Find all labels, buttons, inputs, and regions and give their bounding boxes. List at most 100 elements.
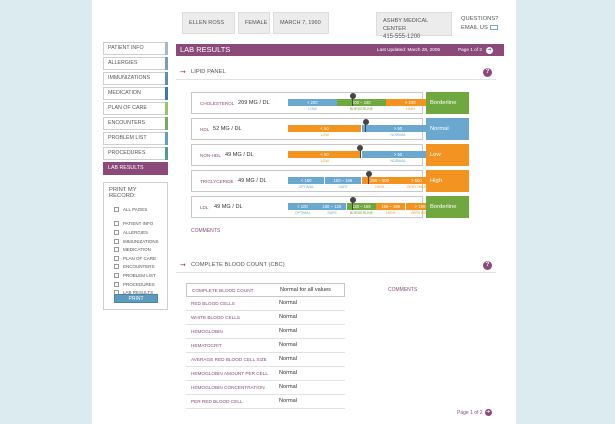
table-row: HEMOGLOBIN Normal xyxy=(186,325,345,339)
checkbox[interactable] xyxy=(114,206,119,212)
color-tab xyxy=(165,117,168,130)
cbc-test-value: Normal xyxy=(279,398,298,404)
cbc-test-value: Normal xyxy=(279,342,298,348)
lipid-panel-header[interactable]: ➞ LIPID PANEL ? xyxy=(176,66,496,80)
print-option-all-pages[interactable]: ALL PAGES xyxy=(104,205,167,214)
next-page-icon[interactable]: ➜ xyxy=(484,409,492,416)
cbc-test-value: Normal xyxy=(279,356,298,362)
print-button[interactable]: PRINT xyxy=(114,294,158,303)
range-label: VERY HIGH xyxy=(410,211,431,215)
sidebar-item-problem-list[interactable]: PROBLEM LIST xyxy=(103,132,168,145)
print-option-problem-list[interactable]: PROBLEM LIST xyxy=(104,271,167,280)
cbc-comments-link[interactable]: COMMENTS xyxy=(388,287,418,293)
range-segment: < 50 xyxy=(288,125,361,132)
cbc-table: COMPLETE BLOOD COUNT Normal for all value… xyxy=(186,283,345,409)
sidebar-item-immunizations[interactable]: IMMUNIZATIONS xyxy=(103,72,168,85)
lipid-test-name: HDL xyxy=(200,127,210,132)
print-option-label: LAB RESULTS xyxy=(123,290,154,296)
page-indicator: Page 1 of 2 xyxy=(458,47,482,52)
sidebar-item-encounters[interactable]: ENCOUNTERS xyxy=(103,117,168,130)
print-option-medication[interactable]: MEDICATION xyxy=(104,245,167,254)
color-tab xyxy=(165,132,168,145)
lipid-test-value: 49 MG / DL xyxy=(238,178,267,184)
sidebar-item-label: PLAN OF CARE xyxy=(108,105,147,111)
range-segment: 200 – 500 xyxy=(361,177,398,184)
facility-name: ASHBY MEDICAL CENTER xyxy=(383,18,429,32)
checkbox[interactable] xyxy=(114,221,119,227)
print-option-label: ALL PAGES xyxy=(123,206,148,212)
print-option-label: ALLERGIES xyxy=(123,229,149,235)
checkbox[interactable] xyxy=(114,281,119,287)
range-scale: < 100 OPTIMAL 100 – 129 SAFE 130 – 159 BORDER… xyxy=(288,197,435,215)
cbc-test-name: RED BLOOD CELLS xyxy=(191,301,235,306)
checkbox[interactable] xyxy=(114,264,119,270)
cbc-test-value: Normal xyxy=(279,314,298,320)
range-label: HIGH xyxy=(386,211,396,215)
help-icon[interactable]: ? xyxy=(483,68,492,77)
sidebar-item-plan-of-care[interactable]: PLAN OF CARE xyxy=(103,102,168,115)
range-segment: < 100 xyxy=(288,203,317,210)
questions-block: QUESTIONS? EMAIL US xyxy=(461,15,498,33)
checkbox[interactable] xyxy=(114,255,119,261)
facility-box: ASHBY MEDICAL CENTER 415-555-1200 xyxy=(376,12,452,40)
checkbox[interactable] xyxy=(114,229,119,235)
checkbox[interactable] xyxy=(114,247,119,253)
color-tab xyxy=(165,72,168,85)
range-segment: > 190 xyxy=(405,203,435,210)
arrow-right-icon: ➞ xyxy=(180,262,186,269)
sidebar-item-label: ENCOUNTERS xyxy=(108,120,146,126)
table-row: PER RED BLOOD CELL Normal xyxy=(186,395,345,409)
range-segment: < 150 xyxy=(288,177,325,184)
sidebar-item-label: LAB RESULTS xyxy=(108,165,144,171)
table-row: COMPLETE BLOOD COUNT Normal for all value… xyxy=(186,283,345,297)
facility-phone: 415-555-1200 xyxy=(383,34,421,40)
patient-name: ELLEN ROSS xyxy=(182,12,235,34)
lipid-test-name: TRIGLYCERIDE xyxy=(200,179,234,184)
help-icon[interactable]: ? xyxy=(483,261,492,270)
print-option-immunizations[interactable]: IMMUNIZATIONS xyxy=(104,237,167,246)
status-badge: High xyxy=(426,170,469,192)
cbc-header[interactable]: ➞ COMPLETE BLOOD COUNT (CBC) ? xyxy=(176,259,496,273)
print-option-patient-info[interactable]: PATIENT INFO xyxy=(104,220,167,229)
cbc-test-name: PER RED BLOOD CELL xyxy=(191,399,243,404)
range-label: OPTIMAL xyxy=(294,211,311,215)
sidebar-item-patient-info[interactable]: PATIENT INFO xyxy=(103,42,168,55)
sidebar-item-label: MEDICATION xyxy=(108,90,141,96)
range-label: SAFE xyxy=(338,185,348,189)
cbc-test-value: Normal for all values xyxy=(280,287,331,293)
lipid-comments-link[interactable]: COMMENTS xyxy=(191,228,221,234)
color-tab xyxy=(165,42,168,55)
value-marker-icon xyxy=(349,197,356,210)
sidebar-item-allergies[interactable]: ALLERGIES xyxy=(103,57,168,70)
range-segment: 130 – 159 xyxy=(346,203,376,210)
print-option-procedures[interactable]: PROCEDURES xyxy=(104,280,167,289)
range-label: LOW xyxy=(308,107,317,111)
email-link[interactable]: EMAIL US xyxy=(461,24,498,33)
print-option-plan-of-care[interactable]: PLAN OF CARE xyxy=(104,254,167,263)
print-option-label: ENCOUNTERS xyxy=(123,264,155,270)
next-page-icon[interactable]: ➜ xyxy=(486,46,493,54)
table-row: RED BLOOD CELLS Normal xyxy=(186,297,345,311)
sidebar-item-procedures[interactable]: PROCEDURES xyxy=(103,147,168,160)
print-option-label: IMMUNIZATIONS xyxy=(123,238,159,244)
lipid-test-value: 49 MG / DL xyxy=(225,152,254,158)
lipid-test-value: 49 MG / DL xyxy=(214,204,243,210)
sidebar-item-lab-results[interactable]: LAB RESULTS xyxy=(103,162,168,175)
sidebar-item-label: ALLERGIES xyxy=(108,60,138,66)
cbc-test-value: Normal xyxy=(279,370,298,376)
cbc-test-value: Normal xyxy=(279,328,298,334)
range-label: NORMAL xyxy=(390,159,406,163)
checkbox[interactable] xyxy=(114,272,119,278)
color-tab xyxy=(165,102,168,115)
lipid-test-value: 52 MG / DL xyxy=(213,126,242,132)
range-segment: > 50 xyxy=(361,125,435,132)
sidebar-item-medication[interactable]: MEDICATION xyxy=(103,87,168,100)
range-scale: < 200 LOW 200 – 240 BORDERLINE > 240 HIGH xyxy=(288,93,435,111)
color-tab xyxy=(165,147,168,160)
print-option-allergies[interactable]: ALLERGIES xyxy=(104,228,167,237)
range-label: LOW xyxy=(320,159,329,163)
footer-pagination[interactable]: Page 1 of 2 ➜ xyxy=(457,409,492,416)
print-option-encounters[interactable]: ENCOUNTERS xyxy=(104,263,167,272)
checkbox[interactable] xyxy=(114,238,119,244)
sidebar-item-label: PROBLEM LIST xyxy=(108,135,147,141)
